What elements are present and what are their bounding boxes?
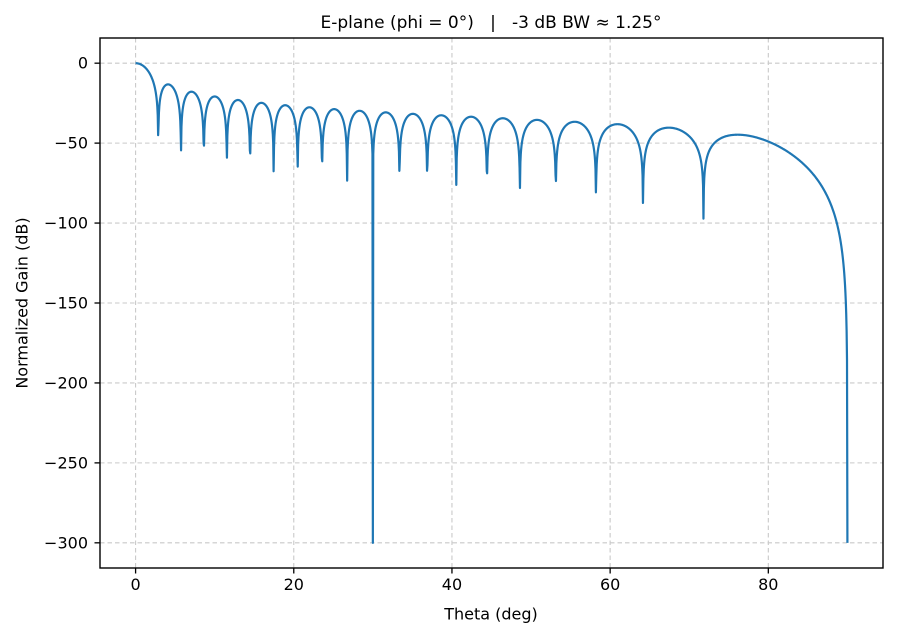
y-tick-label: −300 [44,533,88,552]
y-tick-label: −250 [44,453,88,472]
pattern-curve [134,62,849,544]
y-axis-label: Normalized Gain (dB) [12,217,32,389]
y-tick-label: 0 [78,54,88,73]
x-tick-label: 60 [600,575,620,594]
chart-title: E-plane (phi = 0°) | -3 dB BW ≈ 1.25° [320,13,662,33]
y-tick-label: −200 [44,373,88,392]
x-tick-label: 0 [130,575,140,594]
y-tick-label: −50 [54,134,88,153]
x-axis-label: Theta (deg) [444,604,538,624]
x-tick-label: 40 [442,575,462,594]
y-tick-label: −100 [44,214,88,233]
x-tick-label: 20 [284,575,304,594]
x-tick-label: 80 [758,575,778,594]
y-tick-label: −150 [44,294,88,313]
